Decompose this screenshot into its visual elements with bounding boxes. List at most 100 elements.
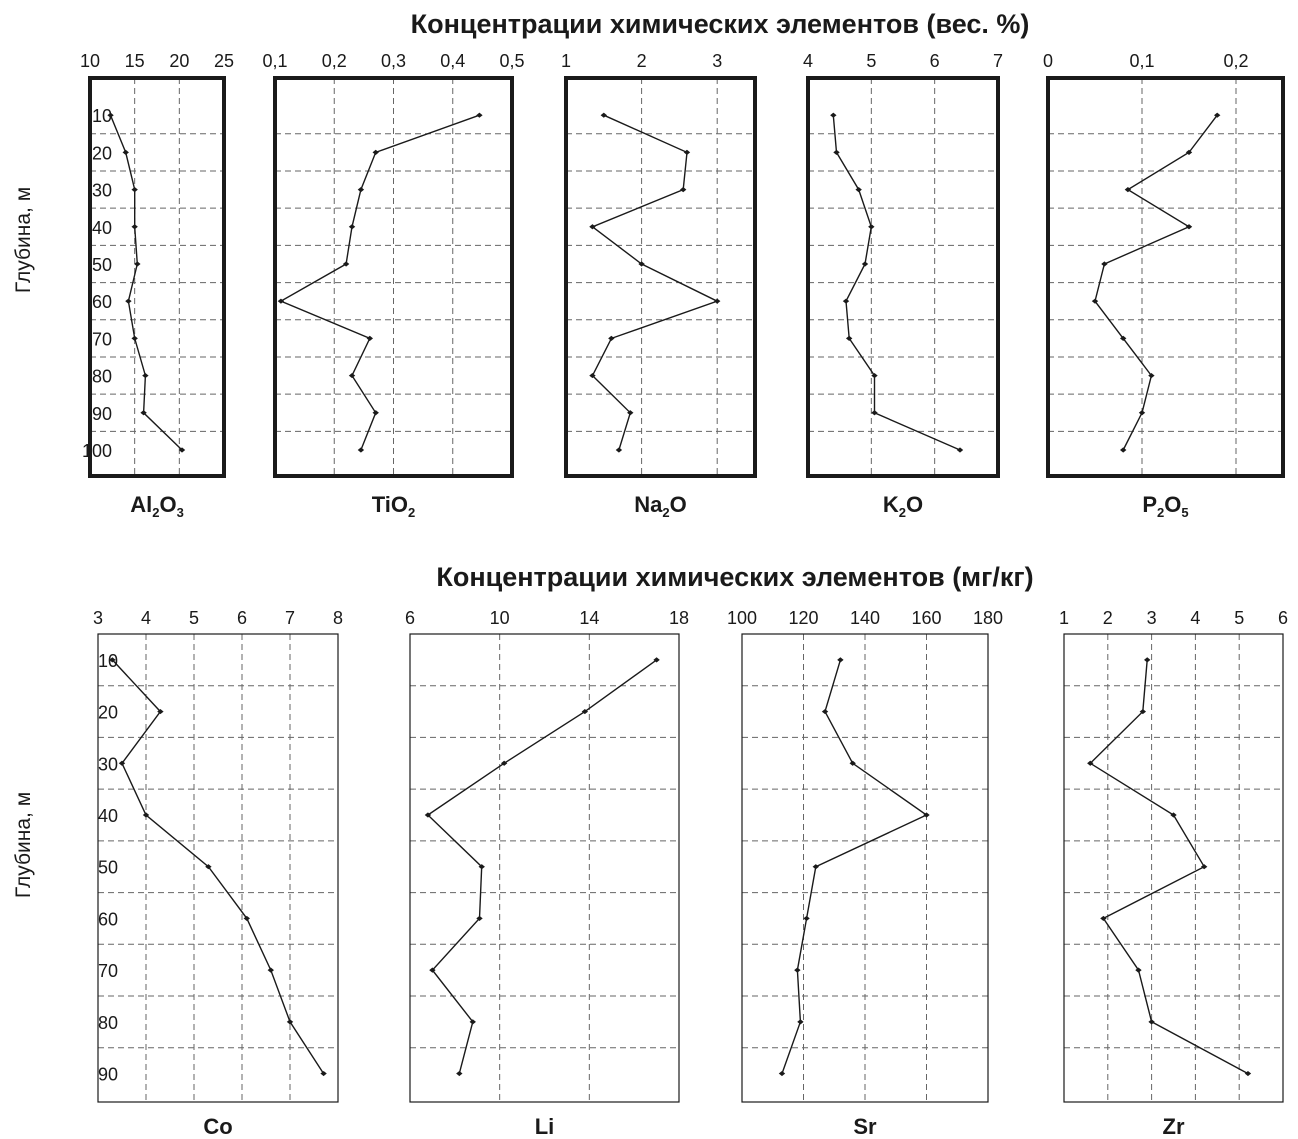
series-line-zr xyxy=(1089,659,1249,1075)
x-tick-label: 3 xyxy=(93,608,103,628)
y-tick-label: 80 xyxy=(98,1013,118,1033)
data-point xyxy=(140,410,147,416)
y-tick-label: 60 xyxy=(98,909,118,929)
data-point xyxy=(429,967,436,973)
series-line-co xyxy=(111,659,325,1074)
data-point xyxy=(581,708,589,715)
data-point xyxy=(1148,1019,1155,1025)
panel-frame xyxy=(806,76,1000,478)
chart-title-wt-percent: Концентрации химических элементов (вес. … xyxy=(411,9,1030,39)
x-tick-label: 0,1 xyxy=(262,51,287,71)
panel-frame xyxy=(273,76,514,478)
data-point xyxy=(638,261,645,267)
series-line-p2o5 xyxy=(1094,114,1218,451)
x-tick-label: 180 xyxy=(973,608,1003,628)
data-point xyxy=(871,372,878,379)
y-tick-label: 70 xyxy=(92,329,112,349)
y-tick-label: 90 xyxy=(98,1065,118,1085)
y-axis-label: Глубина, м xyxy=(12,792,35,898)
x-tick-label: 3 xyxy=(712,51,722,71)
x-tick-label: 6 xyxy=(405,608,415,628)
series-line-na2o xyxy=(591,114,720,451)
data-point xyxy=(849,760,856,766)
data-point xyxy=(267,967,274,973)
data-point xyxy=(794,967,801,973)
series-line-k2o xyxy=(832,115,961,451)
panel-frame xyxy=(741,633,989,1103)
data-point xyxy=(243,915,250,922)
panel-frame xyxy=(409,633,680,1103)
x-tick-label: 5 xyxy=(1234,608,1244,628)
panel-frame xyxy=(1063,633,1284,1103)
data-point xyxy=(366,335,373,341)
data-point xyxy=(653,657,660,663)
panel-frame xyxy=(88,76,226,478)
trace-elements-panels: Глубина, м 10 20 30 40 50 60 70 80 90 3 4 5 6 7 8 Co 6 10 1… xyxy=(12,608,1288,1139)
x-tick-label: 7 xyxy=(285,608,295,628)
data-point xyxy=(833,149,840,155)
data-point xyxy=(615,447,623,453)
panel-label-sr: Sr xyxy=(853,1114,877,1139)
x-tick-label: 6 xyxy=(1278,608,1288,628)
panel-co: 3 4 5 6 7 8 Co xyxy=(93,608,343,1139)
y-tick-label: 90 xyxy=(92,404,112,424)
data-point xyxy=(469,1019,476,1025)
data-point xyxy=(1138,410,1146,416)
x-tick-label: 1 xyxy=(1059,608,1069,628)
data-point xyxy=(122,149,129,155)
data-point xyxy=(923,812,930,818)
data-point xyxy=(286,1019,294,1025)
data-point xyxy=(1124,186,1132,193)
data-point xyxy=(803,915,810,922)
x-tick-label: 2 xyxy=(637,51,647,71)
panel-frame xyxy=(564,76,757,478)
x-tick-label: 20 xyxy=(169,51,189,71)
data-point xyxy=(142,372,149,379)
data-point xyxy=(1144,657,1151,663)
x-tick-label: 15 xyxy=(125,51,145,71)
panel-zr: 1 2 3 4 5 6 Zr xyxy=(1059,608,1288,1139)
data-point xyxy=(683,149,691,155)
y-axis-label: Глубина, м xyxy=(12,187,35,293)
data-point xyxy=(478,864,485,870)
x-tick-label: 120 xyxy=(788,608,818,628)
data-point xyxy=(627,410,634,416)
data-point xyxy=(157,708,164,715)
y-tick-label: 10 xyxy=(98,651,118,671)
x-tick-label: 14 xyxy=(579,608,599,628)
y-tick-label: 30 xyxy=(92,181,112,201)
x-tick-label: 0,4 xyxy=(440,51,465,71)
panel-tio2: 0,1 0,2 0,3 0,4 0,5 TiO2 xyxy=(262,51,524,520)
data-point xyxy=(589,372,596,379)
data-point xyxy=(1139,708,1147,715)
x-tick-label: 0,2 xyxy=(322,51,347,71)
x-tick-label: 10 xyxy=(490,608,510,628)
x-tick-label: 3 xyxy=(1147,608,1157,628)
data-point xyxy=(679,186,687,193)
data-point xyxy=(342,261,350,267)
x-tick-label: 7 xyxy=(993,51,1003,71)
data-point xyxy=(125,298,132,304)
data-point xyxy=(142,812,150,818)
x-tick-label: 18 xyxy=(669,608,689,628)
data-point xyxy=(476,915,483,922)
panel-p2o5: 0 0,1 0,2 P2O5 xyxy=(1043,51,1285,520)
data-point xyxy=(1185,224,1193,230)
x-tick-label: 0,2 xyxy=(1223,51,1248,71)
panel-k2o: 4 5 6 7 K2O xyxy=(803,51,1003,520)
data-point xyxy=(1120,335,1127,341)
panel-label-na2o: Na2O xyxy=(634,492,686,520)
x-tick-label: 160 xyxy=(911,608,941,628)
data-point xyxy=(1200,864,1208,870)
y-tick-label: 50 xyxy=(98,858,118,878)
panel-sr: 100 120 140 160 180 Sr xyxy=(727,608,1003,1139)
data-point xyxy=(1101,261,1108,267)
panel-label-zr: Zr xyxy=(1163,1114,1185,1139)
data-point xyxy=(1185,149,1193,155)
panel-label-al2o3: Al2O3 xyxy=(130,492,184,520)
data-point xyxy=(320,1070,327,1077)
panel-label-p2o5: P2O5 xyxy=(1142,492,1188,520)
data-point xyxy=(118,760,126,766)
y-tick-label: 20 xyxy=(98,703,118,723)
